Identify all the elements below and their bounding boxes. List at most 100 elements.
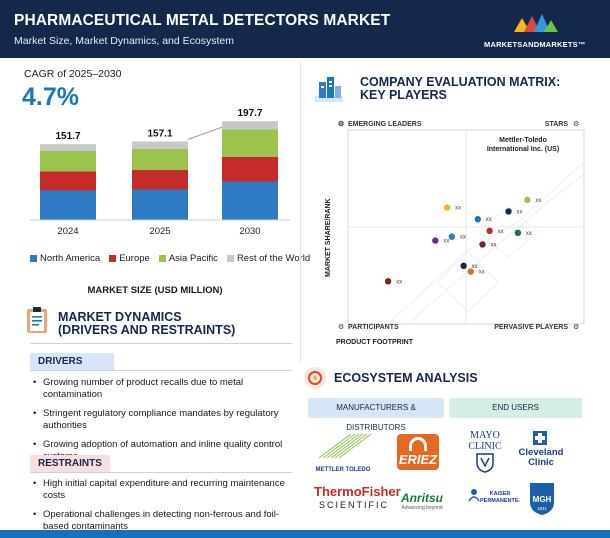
legend-swatch — [158, 255, 166, 262]
x-tick-label: 2030 — [239, 226, 260, 237]
column-divider — [300, 62, 301, 362]
kaiser-logo-line2: PERMANENTE. — [479, 498, 521, 504]
thermofisher-logo: ThermoFisher — [314, 484, 401, 499]
legend-label: Asia Pacific — [168, 253, 218, 264]
kaiser-logo-line1: KAISER — [489, 491, 511, 497]
mettler-logo-text: METTLER TOLEDO — [316, 467, 371, 473]
mgh-shield-logo: MGH 1811 — [530, 483, 554, 515]
driver-item: Growing number of product recalls due to… — [30, 377, 292, 400]
legend-item: Rest of the World — [226, 253, 311, 264]
eriez-logo: ERIEZ — [397, 434, 439, 470]
kaiser-icon — [468, 489, 480, 502]
bar-segment-2024-0 — [40, 190, 96, 220]
bar-segment-2024-2 — [40, 151, 96, 172]
quadrant-icon-top-right: ⚙ — [573, 120, 579, 128]
footer-bar — [0, 530, 610, 538]
company-point-label: xx — [479, 270, 485, 276]
growth-connector-line — [187, 126, 223, 140]
bar-segment-2030-3 — [222, 121, 278, 130]
company-point-label: xx — [486, 217, 492, 223]
company-point — [432, 237, 439, 244]
legend-item: Europe — [109, 253, 150, 264]
legend-swatch — [109, 255, 117, 262]
company-point-label: xx — [526, 231, 532, 237]
divider — [30, 343, 292, 344]
bar-segment-2025-0 — [132, 189, 188, 220]
bar-segment-2025-1 — [132, 170, 188, 190]
page-subtitle: Market Size, Market Dynamics, and Ecosys… — [14, 35, 234, 47]
magnet-icon — [409, 437, 427, 451]
legend-item: Asia Pacific — [158, 253, 218, 264]
company-point — [460, 262, 467, 269]
restraint-item: Operational challenges in detecting non-… — [30, 509, 292, 532]
eriez-logo-text: ERIEZ — [398, 452, 438, 467]
matrix-title-line2: KEY PLAYERS — [360, 88, 447, 102]
x-tick-label: 2024 — [57, 226, 78, 237]
thermofisher-logo-sub: SCIENTIFIC — [318, 500, 389, 510]
matrix-title-line1: COMPANY EVALUATION MATRIX: — [360, 75, 561, 89]
matrix-y-axis-label: MARKET SHARE/RANK — [325, 198, 332, 277]
bar-segment-2025-3 — [132, 141, 188, 149]
company-point — [448, 233, 456, 240]
quadrant-icon-bottom-right: ⚙ — [573, 323, 579, 331]
ecosystem-title: ECOSYSTEM ANALYSIS — [334, 371, 478, 385]
cleveland-clinic-logo: Cleveland Clinic — [516, 448, 566, 468]
company-point-label: xx — [491, 242, 497, 248]
x-tick-label: 2025 — [149, 226, 170, 237]
quadrant-label-pervasive: PERVASIVE PLAYERS — [494, 324, 568, 331]
matrix-x-axis-label: PRODUCT FOOTPRINT — [336, 339, 414, 346]
legend-swatch — [30, 255, 37, 262]
restraints-label: RESTRAINTS — [30, 455, 110, 472]
company-point-label: xx — [516, 209, 522, 215]
matrix-title: COMPANY EVALUATION MATRIX: KEY PLAYERS — [360, 76, 560, 102]
chart-x-axis-label: MARKET SIZE (USD MILLION) — [87, 285, 223, 296]
bar-segment-2030-1 — [222, 157, 278, 182]
company-point-label: xx — [396, 279, 402, 285]
cagr-label: CAGR of 2025–2030 — [24, 68, 122, 80]
kaiser-logo: KAISER PERMANENTE. — [478, 491, 522, 505]
divider — [30, 472, 292, 473]
page-title: PHARMACEUTICAL METAL DETECTORS MARKET — [14, 12, 391, 29]
mayo-logo-line1: MAYO — [470, 430, 500, 441]
drivers-label: DRIVERS — [30, 353, 114, 370]
company-point — [474, 216, 481, 223]
company-point-label: xx — [472, 264, 478, 270]
quadrant-icon-top-left: ⚙ — [338, 120, 344, 128]
market-dynamics-title-line1: MARKET DYNAMICS — [58, 310, 182, 324]
quadrant-icon-bottom-left: ⚙ — [338, 323, 344, 331]
company-point — [514, 229, 522, 237]
bar-segment-2030-2 — [222, 129, 278, 157]
legend-swatch — [226, 255, 234, 262]
tab-end-users: END USERS — [449, 398, 582, 418]
cleveland-logo-line2: Clinic — [528, 457, 554, 468]
bar-total-label: 151.7 — [55, 131, 80, 142]
company-point — [505, 208, 512, 215]
cleveland-clinic-icon — [533, 431, 547, 445]
bar-segment-2030-0 — [222, 181, 278, 220]
legend-item: North America — [30, 253, 100, 264]
ecosystem-icon — [304, 367, 326, 389]
mayo-shield-icon — [476, 453, 494, 473]
market-size-bar-chart: 151.7 2024 157.1 2025 197.7 2030 — [30, 108, 290, 237]
bar-total-label: 157.1 — [147, 128, 172, 139]
divider — [30, 370, 292, 371]
marketsandmarkets-logo-icon — [514, 14, 558, 32]
tab-manufacturers-distributors: MANUFACTURERS & DISTRIBUTORS — [308, 398, 444, 432]
leader-label-line2: International Inc. (US) — [487, 146, 559, 153]
mgh-logo-year: 1811 — [537, 506, 547, 511]
restraint-item: High initial capital expenditure and rec… — [30, 478, 292, 501]
legend-label: Rest of the World — [236, 253, 311, 264]
bar-segment-2025-2 — [132, 149, 188, 170]
bar-segment-2024-3 — [40, 144, 96, 151]
company-point — [524, 196, 531, 204]
company-point-label: xx — [498, 229, 504, 235]
gear-icon — [308, 371, 322, 385]
quadrant-label-emerging: EMERGING LEADERS — [348, 121, 422, 128]
logo-text: MARKETSANDMARKETS™ — [484, 40, 586, 49]
driver-item: Stringent regulatory compliance mandates… — [30, 408, 292, 431]
legend-label: North America — [40, 253, 101, 264]
header-banner: PHARMACEUTICAL METAL DETECTORS MARKET Ma… — [0, 0, 610, 58]
company-point — [467, 268, 474, 275]
company-point — [443, 204, 451, 211]
